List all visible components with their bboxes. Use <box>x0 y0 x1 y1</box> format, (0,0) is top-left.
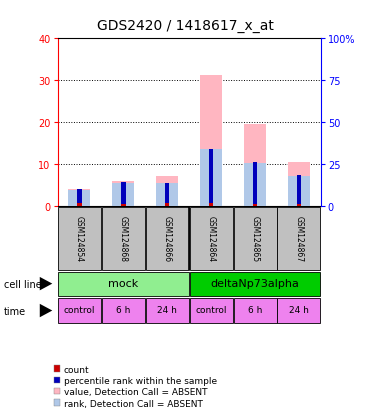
Text: deltaNp73alpha: deltaNp73alpha <box>211 278 299 288</box>
Bar <box>190 207 233 270</box>
Bar <box>156 176 178 206</box>
Text: control: control <box>196 306 227 315</box>
Bar <box>165 183 170 204</box>
Bar <box>112 183 134 206</box>
Text: mock: mock <box>108 278 138 288</box>
Text: 24 h: 24 h <box>157 306 177 315</box>
Bar <box>288 176 310 206</box>
Bar <box>209 150 213 204</box>
Bar <box>234 299 276 323</box>
Legend: count, percentile rank within the sample, value, Detection Call = ABSENT, rank, : count, percentile rank within the sample… <box>53 364 218 408</box>
Polygon shape <box>40 277 52 291</box>
Bar <box>234 207 276 270</box>
Text: GSM124865: GSM124865 <box>250 216 260 261</box>
Bar <box>253 163 257 204</box>
Bar <box>244 125 266 206</box>
Bar <box>58 272 189 296</box>
Text: GSM124867: GSM124867 <box>295 216 303 261</box>
Text: GSM124864: GSM124864 <box>207 216 216 261</box>
Bar <box>58 207 101 270</box>
Text: 6 h: 6 h <box>248 306 262 315</box>
Bar <box>69 190 91 206</box>
Text: GSM124854: GSM124854 <box>75 216 84 261</box>
Bar <box>297 204 301 206</box>
Text: GSM124866: GSM124866 <box>163 216 172 261</box>
Text: time: time <box>4 306 26 316</box>
Bar <box>102 207 145 270</box>
Text: cell line: cell line <box>4 279 42 289</box>
Bar <box>121 204 125 206</box>
Bar <box>112 181 134 206</box>
Bar <box>156 183 178 206</box>
Bar <box>146 299 189 323</box>
Bar <box>297 176 301 204</box>
Bar <box>77 204 82 206</box>
Bar <box>244 164 266 206</box>
Bar <box>121 183 125 204</box>
Polygon shape <box>40 304 52 318</box>
Bar <box>278 207 321 270</box>
Bar <box>209 204 213 206</box>
Bar <box>288 163 310 206</box>
Bar <box>200 76 222 206</box>
Bar <box>190 299 233 323</box>
Bar <box>190 272 321 296</box>
Bar <box>77 189 82 204</box>
Text: 6 h: 6 h <box>116 306 131 315</box>
Bar <box>102 299 145 323</box>
Text: GSM124868: GSM124868 <box>119 216 128 261</box>
Bar <box>253 204 257 206</box>
Text: GDS2420 / 1418617_x_at: GDS2420 / 1418617_x_at <box>97 19 274 33</box>
Text: control: control <box>64 306 95 315</box>
Bar <box>200 150 222 206</box>
Bar <box>58 299 101 323</box>
Bar <box>146 207 189 270</box>
Bar <box>69 191 91 206</box>
Text: 24 h: 24 h <box>289 306 309 315</box>
Bar <box>165 204 170 206</box>
Bar <box>278 299 321 323</box>
